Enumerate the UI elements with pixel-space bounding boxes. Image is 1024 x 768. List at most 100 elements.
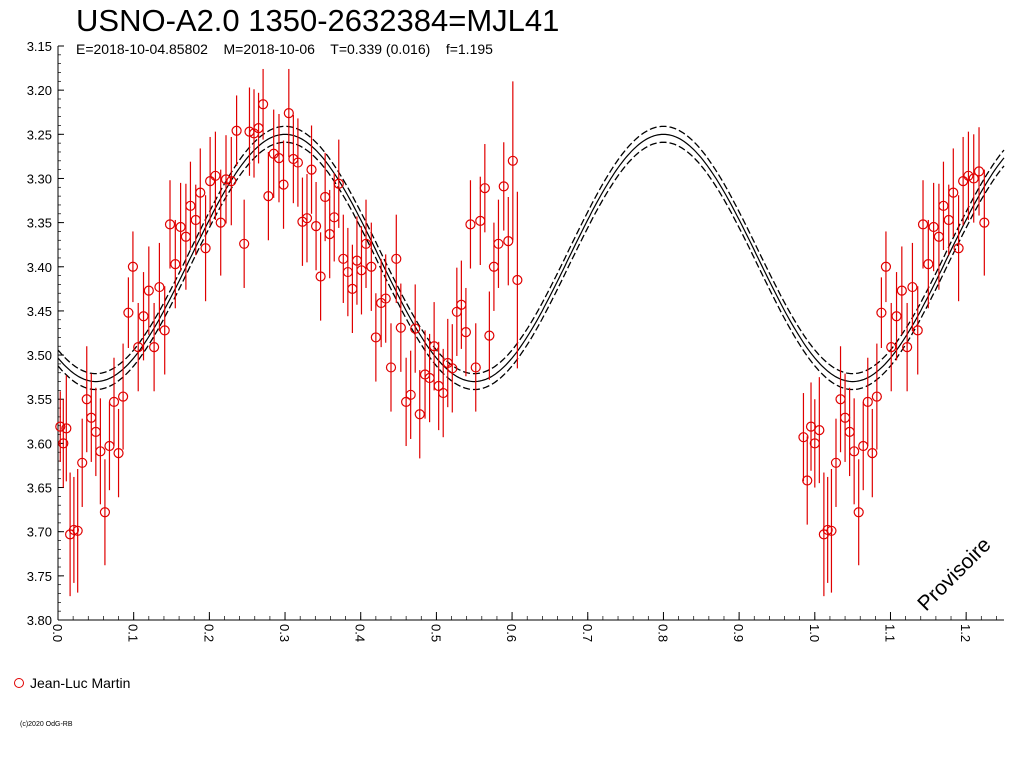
data-point bbox=[72, 525, 83, 536]
axes: 3.15 3.20 3.25 3.30 3.35 3.40 3.45 3.50 3.55 3.60… bbox=[27, 39, 1004, 642]
x-tick-label: 0.1 bbox=[126, 624, 141, 642]
data-point bbox=[862, 396, 873, 407]
data-point bbox=[912, 325, 923, 336]
data-point bbox=[95, 446, 106, 457]
data-point bbox=[479, 183, 490, 194]
data-point bbox=[333, 178, 344, 189]
data-point bbox=[366, 261, 377, 272]
y-tick-label: 3.15 bbox=[27, 39, 52, 54]
data-point bbox=[310, 221, 322, 232]
y-tick-label: 3.40 bbox=[27, 260, 52, 275]
data-point bbox=[938, 200, 949, 211]
data-point bbox=[385, 362, 397, 373]
data-point bbox=[292, 157, 304, 168]
x-tick-label: 0.4 bbox=[353, 624, 368, 642]
y-tick-label: 3.25 bbox=[27, 127, 52, 142]
data-point bbox=[853, 507, 864, 518]
data-point bbox=[953, 243, 964, 254]
data-point bbox=[164, 219, 176, 230]
data-point bbox=[917, 219, 929, 230]
data-point bbox=[138, 311, 149, 322]
y-tick-label: 3.75 bbox=[27, 569, 52, 584]
data-point bbox=[205, 176, 216, 187]
data-point bbox=[143, 285, 154, 296]
x-tick-label: 1.2 bbox=[958, 624, 973, 642]
data-point bbox=[503, 236, 514, 247]
data-point bbox=[830, 457, 842, 468]
x-tick-label: 0.9 bbox=[731, 624, 746, 642]
data-point bbox=[963, 170, 974, 181]
data-point bbox=[99, 507, 111, 518]
legend-label: Jean-Luc Martin bbox=[30, 675, 131, 691]
data-point bbox=[200, 243, 211, 254]
y-tick-label: 3.55 bbox=[27, 392, 52, 407]
data-point bbox=[465, 219, 476, 230]
data-point bbox=[226, 176, 237, 187]
data-point bbox=[512, 274, 523, 286]
data-point bbox=[306, 164, 317, 175]
data-point bbox=[61, 423, 72, 434]
data-point bbox=[185, 200, 196, 211]
x-tick-label: 0.3 bbox=[277, 624, 292, 642]
x-tick-label: 0.0 bbox=[50, 624, 65, 642]
data-point bbox=[498, 181, 509, 192]
data-point bbox=[220, 174, 232, 185]
data-point bbox=[55, 421, 66, 432]
data-point bbox=[876, 307, 887, 318]
data-point bbox=[849, 446, 860, 457]
y-tick-label: 3.35 bbox=[27, 216, 52, 231]
data-point bbox=[301, 213, 313, 224]
data-point bbox=[805, 421, 817, 432]
data-point bbox=[822, 524, 833, 536]
y-tick-label: 3.60 bbox=[27, 436, 52, 451]
x-tick-label: 0.2 bbox=[201, 624, 216, 642]
chart-subtitle: E=2018-10-04.85802 M=2018-10-06 T=0.339 … bbox=[76, 41, 493, 57]
data-point bbox=[68, 524, 79, 536]
y-tick-label: 3.50 bbox=[27, 348, 52, 363]
data-point bbox=[210, 170, 221, 181]
data-point bbox=[880, 261, 892, 272]
data-point bbox=[395, 322, 406, 333]
chart-title: USNO-A2.0 1350-2632384=MJL41 bbox=[76, 3, 560, 38]
data-point bbox=[239, 238, 250, 249]
data-point bbox=[133, 342, 144, 353]
legend: Jean-Luc Martin bbox=[14, 674, 130, 692]
y-tick-label: 3.45 bbox=[27, 304, 52, 319]
data-point bbox=[370, 332, 381, 343]
data-point bbox=[410, 323, 421, 334]
x-tick-label: 1.0 bbox=[807, 624, 822, 642]
data-point bbox=[493, 238, 504, 249]
legend-marker-icon bbox=[14, 678, 24, 688]
data-point bbox=[257, 99, 269, 110]
y-tick-label: 3.30 bbox=[27, 171, 52, 186]
data-point bbox=[127, 261, 139, 272]
data-point bbox=[414, 409, 425, 420]
data-point bbox=[380, 293, 391, 304]
data-point bbox=[315, 271, 326, 282]
copyright-text: (c)2020 OdG-RB bbox=[20, 721, 73, 728]
data-point bbox=[175, 221, 186, 233]
y-tick-label: 3.80 bbox=[27, 613, 52, 628]
x-tick-label: 0.8 bbox=[655, 624, 670, 642]
data-point bbox=[360, 238, 372, 249]
data-point bbox=[154, 281, 165, 293]
data-point bbox=[826, 525, 837, 536]
watermark-text: Provisoire bbox=[913, 533, 995, 615]
data-point bbox=[871, 391, 882, 402]
data-point bbox=[923, 259, 934, 270]
data-point bbox=[973, 166, 985, 177]
data-point bbox=[948, 187, 959, 198]
data-point bbox=[470, 362, 481, 373]
data-point bbox=[58, 438, 69, 449]
data-point bbox=[928, 221, 939, 233]
x-tick-label: 1.1 bbox=[882, 624, 897, 642]
data-point bbox=[391, 253, 402, 264]
data-point bbox=[231, 125, 242, 136]
data-point bbox=[886, 342, 897, 353]
data-point bbox=[77, 457, 88, 468]
data-point bbox=[896, 285, 907, 296]
data-point bbox=[484, 330, 495, 341]
data-point bbox=[263, 191, 274, 202]
data-point bbox=[979, 217, 990, 228]
